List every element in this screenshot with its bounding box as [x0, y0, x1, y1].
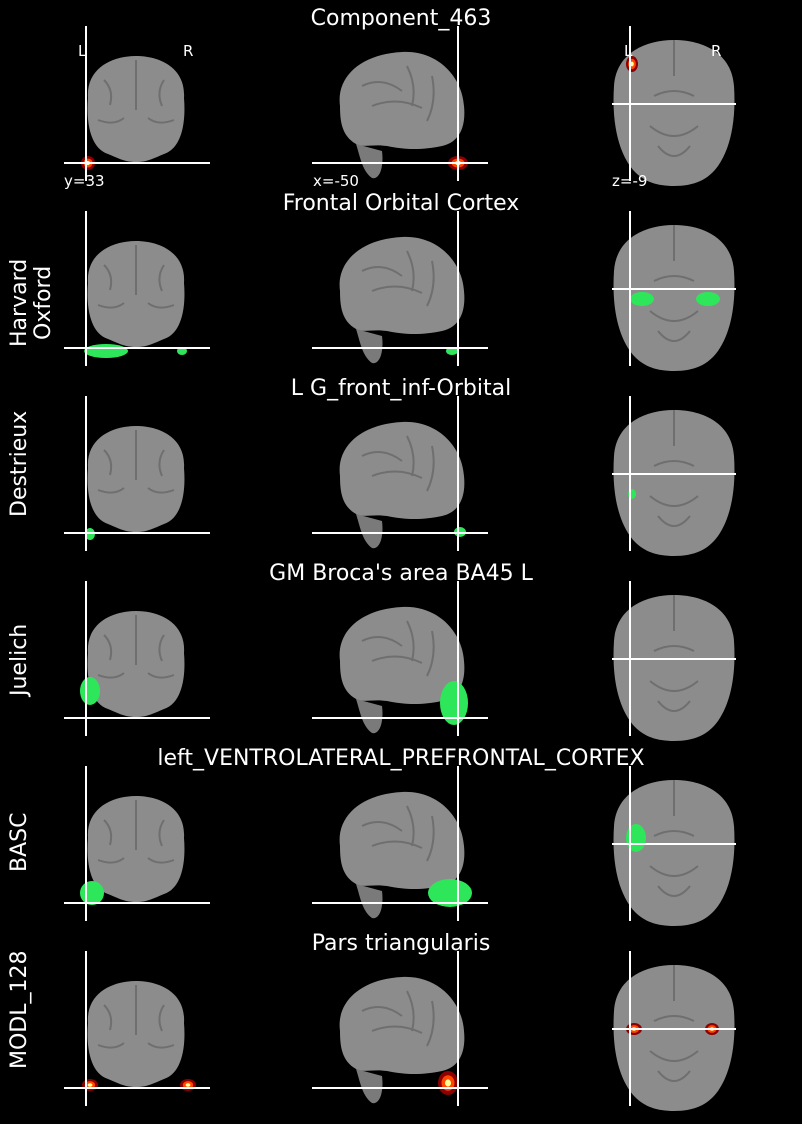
- atlas-label: BASC: [7, 812, 32, 872]
- atlas-row: left_VENTROLATERAL_PREFRONTAL_CORTEX BASC: [0, 740, 802, 926]
- axial-view: [612, 581, 792, 741]
- atlas-row: Pars triangularis MODL_128: [0, 925, 802, 1111]
- coronal-slice: [64, 581, 210, 736]
- sagittal-view: [312, 26, 492, 181]
- axial-slice: [612, 581, 736, 741]
- sagittal-view: [312, 211, 492, 366]
- activation-blob: [696, 292, 720, 306]
- atlas-row: Frontal Orbital Cortex Harvard Oxford: [0, 185, 802, 371]
- orientation-right-label: R: [183, 42, 194, 60]
- sagittal-coordinate: x=-50: [313, 172, 359, 190]
- row-title: Component_463: [310, 6, 492, 31]
- coronal-view: [64, 211, 244, 366]
- brain-axial: [613, 40, 735, 186]
- axial-coordinate: z=-9: [612, 172, 648, 190]
- atlas-label-line: Harvard: [7, 258, 32, 347]
- atlas-label: Destrieux: [7, 410, 32, 517]
- orientation-left-label: L: [624, 42, 633, 60]
- axial-view: [612, 211, 792, 371]
- atlas-label: Harvard Oxford: [7, 258, 56, 347]
- atlas-label: Juelich: [7, 623, 32, 696]
- coronal-view: [64, 26, 244, 181]
- coronal-view: [64, 396, 244, 551]
- sagittal-slice: [312, 766, 488, 921]
- atlas-row: L G_front_inf-Orbital Destrieux: [0, 370, 802, 556]
- brain-sagittal: [339, 791, 465, 889]
- atlas-label-line: Juelich: [7, 623, 32, 696]
- row-title: Pars triangularis: [311, 931, 491, 956]
- activation-blob: [630, 292, 654, 306]
- brain-axial: [613, 595, 735, 741]
- axial-slice: [612, 211, 736, 371]
- brain-sagittal: [339, 51, 465, 149]
- row-title: left_VENTROLATERAL_PREFRONTAL_CORTEX: [157, 746, 645, 771]
- brain-sagittal: [339, 236, 465, 334]
- row-title: Frontal Orbital Cortex: [282, 191, 520, 216]
- brain-axial: [613, 780, 735, 926]
- row-title: GM Broca's area BA45 L: [269, 561, 533, 586]
- atlas-label-line: Destrieux: [7, 410, 32, 517]
- axial-slice: [612, 396, 736, 556]
- atlas-label-line: Oxford: [31, 265, 56, 340]
- activation-blob: [428, 879, 472, 907]
- activation-blob: [440, 681, 468, 725]
- sagittal-view: [312, 396, 492, 551]
- sagittal-slice: [312, 951, 488, 1106]
- sagittal-slice: [312, 26, 488, 181]
- brain-sagittal: [339, 421, 465, 519]
- axial-slice: [612, 766, 736, 926]
- brain-axial: [613, 965, 735, 1111]
- brain-sagittal: [339, 606, 465, 704]
- brain-axial: [613, 225, 735, 371]
- axial-view: [612, 766, 792, 926]
- coronal-slice: [64, 26, 210, 181]
- brain-axial: [613, 410, 735, 556]
- atlas-label-line: MODL_128: [7, 950, 32, 1070]
- axial-view: [612, 951, 792, 1111]
- coronal-view: [64, 581, 244, 736]
- coronal-slice: [64, 211, 210, 366]
- brain-sagittal: [339, 976, 465, 1074]
- axial-slice: [612, 26, 736, 186]
- sagittal-slice: [312, 581, 488, 736]
- coronal-view: [64, 951, 244, 1106]
- axial-slice: [612, 951, 736, 1111]
- sagittal-slice: [312, 211, 488, 366]
- sagittal-view: [312, 766, 492, 921]
- coronal-coordinate: y=33: [64, 172, 105, 190]
- axial-view: [612, 26, 792, 186]
- sagittal-view: [312, 581, 492, 736]
- activation-blob: [84, 344, 128, 358]
- sagittal-view: [312, 951, 492, 1106]
- activation-blob: [80, 881, 104, 905]
- orientation-left-label: L: [78, 42, 87, 60]
- coronal-slice: [64, 396, 210, 551]
- coronal-slice: [64, 951, 210, 1106]
- orientation-right-label: R: [711, 42, 722, 60]
- atlas-label: MODL_128: [7, 950, 32, 1070]
- coronal-view: [64, 766, 244, 921]
- sagittal-slice: [312, 396, 488, 551]
- atlas-row: GM Broca's area BA45 L Juelich: [0, 555, 802, 741]
- coronal-slice: [64, 766, 210, 921]
- activation-blob: [80, 677, 100, 705]
- row-title: L G_front_inf-Orbital: [290, 376, 512, 401]
- atlas-label-line: BASC: [7, 812, 32, 872]
- axial-view: [612, 396, 792, 556]
